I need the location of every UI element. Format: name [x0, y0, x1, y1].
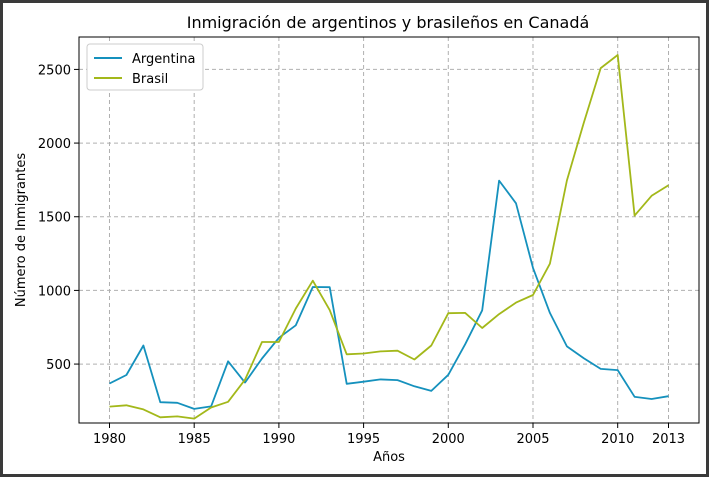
grid-lines: [79, 37, 699, 423]
x-axis-label: Años: [373, 450, 405, 465]
x-tick-label: 2013: [652, 432, 685, 447]
y-axis-label: Número de Inmigrantes: [14, 153, 29, 307]
x-tick-label: 1985: [178, 432, 211, 447]
x-axis-ticks: 1980 1985 1990 1995 2000 2005 2010 2013: [93, 423, 685, 447]
line-chart: Inmigración de argentinos y brasileños e…: [14, 13, 700, 465]
legend-label-brasil: Brasil: [132, 72, 168, 87]
x-tick-label: 2000: [432, 432, 465, 447]
series-line-brasil: [109, 54, 669, 420]
x-tick-label: 2010: [601, 432, 634, 447]
y-tick-label: 2500: [38, 63, 71, 78]
legend: Argentina Brasil: [86, 43, 204, 91]
legend-label-argentina: Argentina: [132, 52, 195, 67]
chart-title: Inmigración de argentinos y brasileños e…: [187, 13, 590, 32]
y-tick-label: 1500: [38, 211, 71, 226]
y-tick-label: 2000: [38, 137, 71, 152]
series-line-argentina: [109, 179, 669, 410]
x-tick-label: 1990: [262, 432, 295, 447]
x-tick-label: 2005: [516, 432, 549, 447]
series-group: [109, 54, 669, 420]
x-tick-label: 1995: [347, 432, 380, 447]
chart-frame: Inmigración de argentinos y brasileños e…: [3, 3, 706, 474]
y-tick-label: 1000: [38, 284, 71, 299]
y-axis-ticks: 500 1000 1500 2000 2500: [38, 63, 79, 373]
x-tick-label: 1980: [93, 432, 126, 447]
y-tick-label: 500: [46, 358, 71, 373]
plot-area-border: [78, 36, 700, 424]
